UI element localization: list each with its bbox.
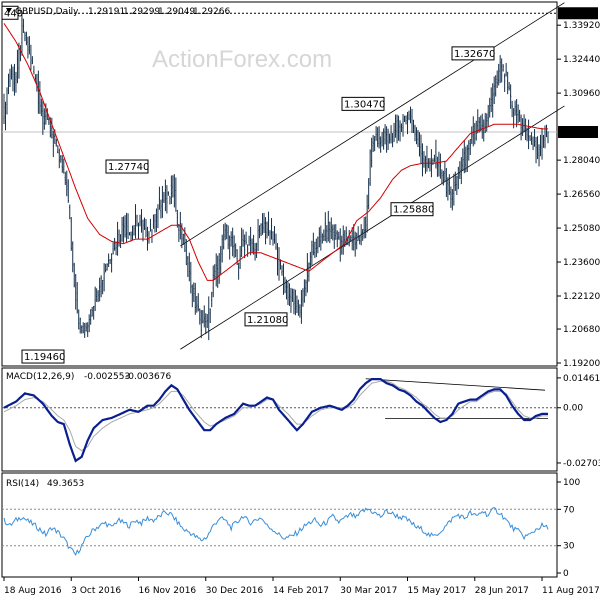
rsi-y-tick-label: 70 [563, 505, 575, 515]
price-label: 1.19460 [24, 352, 65, 363]
price-y-tick-label: 1.26560 [563, 190, 600, 200]
price-y-tick-label: 1.30960 [563, 89, 600, 99]
price-label-box [1, 5, 19, 20]
price-y-axis: 1.33920 1.32440 1.30960 1.28040 1.26560 1.250… [557, 7, 600, 369]
price-panel: ActionForex.com 440 1.27740 1.19460 1.21080… [1, 1, 600, 369]
price-label-box [451, 46, 495, 61]
rsi-panel-border [1, 472, 558, 578]
current-price-box [558, 125, 598, 138]
price-y-tick-label: 1.22120 [563, 292, 600, 302]
macd-line [3, 378, 548, 463]
price-y-tick-label: 1.20680 [563, 325, 600, 335]
rsi-y-tick-label: 0 [563, 569, 569, 579]
price-label-box [105, 159, 149, 174]
price-channel [180, 2, 565, 350]
x-tick-label: 30 Mar 2017 [340, 586, 397, 596]
x-axis: 18 Aug 2016 3 Oct 2016 16 Nov 2016 30 Dec 2… [3, 577, 600, 596]
price-y-tick-label: 1.32440 [563, 55, 600, 65]
channel-line [180, 2, 565, 247]
macd-y-tick-label: 0.014614 [563, 374, 600, 384]
price-label-box [244, 312, 288, 327]
ohlc-low: 1.29049 [158, 7, 195, 17]
ohlc-open: 1.29191 [88, 7, 125, 17]
x-tick-label: 30 Dec 2016 [206, 586, 264, 596]
price-y-tick-label: 1.33920 [563, 21, 600, 31]
price-y-tick-label: 1.25080 [563, 224, 600, 234]
dropdown-triangle-icon [6, 8, 12, 13]
macd-title: MACD(12,26,9) -0.002553 -0.003676 [6, 372, 171, 382]
rsi-y-tick-label: 100 [563, 478, 580, 488]
x-tick-label: 15 May 2017 [408, 586, 467, 596]
macd-y-tick-label: -0.027031 [563, 459, 600, 469]
price-label: 1.32670 [454, 49, 495, 60]
ohlc-high: 1.29299 [123, 7, 160, 17]
price-labels: 440 1.27740 1.19460 1.21080 1.30470 1.25880 1.… [1, 5, 495, 364]
rsi-grid [2, 508, 557, 547]
current-price-label: 1.29266 [561, 128, 598, 138]
price-title: GBPUSD,Daily 1.29191 1.29299 1.29049 1.2… [6, 7, 230, 17]
rsi-title-label: RSI(14) [6, 479, 39, 489]
x-tick-label: 11 Aug 2017 [542, 586, 600, 596]
watermark: ActionForex.com [152, 46, 332, 73]
price-panel-border [1, 1, 558, 367]
price-label: 1.25880 [393, 205, 434, 216]
price-label-box [21, 349, 65, 364]
rsi-line [3, 507, 549, 557]
x-tick-label: 14 Feb 2017 [273, 586, 329, 596]
rsi-panel: 100 70 30 0 RSI(14) 49.3653 [1, 472, 580, 579]
price-label: 1.21080 [247, 315, 288, 326]
reference-level-label: 1.34440 [561, 9, 598, 19]
rsi-value: 49.3653 [47, 479, 84, 489]
macd-y-axis: 0.014614 0.00 -0.027031 [557, 374, 600, 469]
x-tick-label: 18 Aug 2016 [4, 586, 62, 596]
sma-line [3, 23, 548, 281]
reference-level-box [558, 7, 598, 20]
macd-signal-value: -0.003676 [125, 372, 171, 382]
price-label-box [390, 202, 434, 217]
macd-y-tick-label: 0.00 [563, 404, 583, 414]
rsi-y-axis: 100 70 30 0 [557, 478, 580, 579]
macd-panel-border [1, 367, 558, 472]
ohlc-close: 1.29266 [193, 7, 230, 17]
macd-trend-line [365, 378, 546, 391]
macd-value: -0.002553 [84, 372, 130, 382]
macd-trend-lines [365, 378, 548, 419]
rsi-title: RSI(14) 49.3653 [6, 479, 84, 489]
price-candles [3, 14, 549, 341]
x-tick-label: 16 Nov 2016 [139, 586, 197, 596]
rsi-y-tick-label: 30 [563, 542, 575, 552]
macd-title-label: MACD(12,26,9) [6, 372, 74, 382]
x-tick-label: 28 Jun 2017 [475, 586, 529, 596]
price-y-tick-label: 1.28040 [563, 156, 600, 166]
price-label: 1.30470 [344, 99, 385, 110]
price-y-tick-label: 1.19200 [563, 359, 600, 369]
x-tick-label: 3 Oct 2016 [71, 586, 121, 596]
price-label: 1.27740 [108, 162, 149, 173]
macd-panel: 0.014614 0.00 -0.027031 MACD(12,26,9) -0.0… [1, 367, 600, 472]
price-label-box [341, 96, 385, 111]
price-label: 440 [4, 8, 23, 19]
price-y-tick-label: 1.23600 [563, 258, 600, 268]
symbol-title: GBPUSD,Daily [15, 7, 79, 17]
channel-line [180, 105, 565, 350]
